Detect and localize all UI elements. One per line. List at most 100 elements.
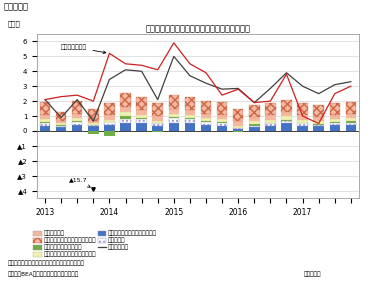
実質個人消費	[204, 82, 208, 85]
Text: 実質可処分所得: 実質可処分所得	[61, 44, 106, 53]
Bar	[185, 123, 195, 131]
実質可処分所得	[220, 93, 224, 97]
実質個人消費	[220, 87, 224, 91]
実質可処分所得	[139, 64, 144, 67]
実質個人消費	[236, 87, 240, 90]
Bar	[346, 125, 356, 131]
Bar	[281, 100, 292, 112]
Bar	[217, 123, 227, 126]
実質可処分所得	[43, 98, 47, 101]
Text: （資料）BEAよりニッセイ基礎研究所作成: （資料）BEAよりニッセイ基礎研究所作成	[7, 272, 79, 277]
実質個人消費	[284, 71, 289, 74]
Text: （注）実質ベース、季節調整済系列の前期比年率: （注）実質ベース、季節調整済系列の前期比年率	[7, 260, 84, 266]
Bar	[152, 126, 163, 131]
Bar	[56, 127, 66, 131]
Bar	[201, 114, 211, 118]
Bar	[201, 101, 211, 114]
実質可処分所得	[236, 87, 240, 91]
Bar	[137, 123, 147, 131]
Bar	[265, 120, 276, 123]
Bar	[40, 126, 50, 131]
Bar	[346, 102, 356, 114]
実質個人消費	[333, 83, 337, 86]
Bar	[281, 116, 292, 120]
Bar	[233, 128, 243, 129]
実質個人消費	[252, 101, 256, 104]
Bar	[185, 97, 195, 110]
実質可処分所得	[91, 99, 95, 103]
Bar	[56, 125, 66, 126]
Bar	[40, 123, 50, 126]
Bar	[185, 118, 195, 119]
Bar	[120, 119, 131, 123]
実質可処分所得	[123, 62, 128, 65]
実質個人消費	[59, 116, 63, 119]
実質個人消費	[268, 87, 273, 90]
Bar	[201, 125, 211, 131]
Bar	[137, 118, 147, 119]
実質可処分所得	[252, 101, 256, 104]
Bar	[88, 123, 98, 125]
Bar	[40, 102, 50, 115]
Bar	[297, 126, 308, 131]
Bar	[72, 122, 83, 125]
Bar	[330, 123, 340, 125]
Text: ▲15.7: ▲15.7	[69, 178, 90, 187]
Bar	[169, 118, 179, 123]
Bar	[104, 103, 115, 115]
Line: 実質可処分所得: 実質可処分所得	[45, 43, 351, 123]
Bar	[265, 123, 276, 126]
Bar	[217, 102, 227, 115]
Bar	[313, 105, 324, 117]
Bar	[201, 121, 211, 122]
Bar	[137, 119, 147, 123]
Title: 個人消費支出（主要項目別）および可処分所得: 個人消費支出（主要項目別）および可処分所得	[145, 24, 250, 33]
Bar	[217, 119, 227, 122]
Bar	[120, 93, 131, 107]
Text: （％）: （％）	[8, 21, 21, 27]
Bar	[88, 131, 98, 134]
Bar	[265, 115, 276, 120]
Bar	[313, 117, 324, 121]
Bar	[56, 126, 66, 127]
Bar	[249, 105, 259, 117]
Bar	[281, 120, 292, 121]
実質可処分所得	[172, 41, 176, 45]
Bar	[169, 109, 179, 114]
Text: （四半期）: （四半期）	[303, 272, 321, 277]
Bar	[88, 121, 98, 123]
Bar	[40, 115, 50, 119]
Bar	[346, 114, 356, 118]
Bar	[201, 118, 211, 121]
実質個人消費	[139, 70, 144, 73]
Bar	[330, 125, 340, 131]
Bar	[72, 117, 83, 121]
Bar	[330, 122, 340, 123]
実質個人消費	[188, 74, 192, 78]
Bar	[88, 127, 98, 131]
実質可処分所得	[284, 72, 289, 76]
Bar	[249, 124, 259, 126]
実質可処分所得	[268, 99, 273, 103]
実質可処分所得	[333, 92, 337, 95]
Bar	[297, 120, 308, 123]
Bar	[265, 126, 276, 131]
実質個人消費	[91, 119, 95, 123]
Bar	[104, 131, 115, 136]
Bar	[249, 127, 259, 131]
実質個人消費	[43, 98, 47, 101]
Bar	[88, 125, 98, 127]
Bar	[249, 126, 259, 127]
Bar	[249, 117, 259, 121]
実質可処分所得	[349, 85, 353, 88]
Bar	[265, 103, 276, 115]
Bar	[297, 103, 308, 115]
実質個人消費	[349, 80, 353, 83]
Bar	[281, 121, 292, 123]
Bar	[201, 122, 211, 125]
Bar	[313, 125, 324, 127]
Bar	[233, 129, 243, 131]
Bar	[217, 115, 227, 119]
実質可処分所得	[300, 114, 305, 118]
Bar	[56, 123, 66, 125]
